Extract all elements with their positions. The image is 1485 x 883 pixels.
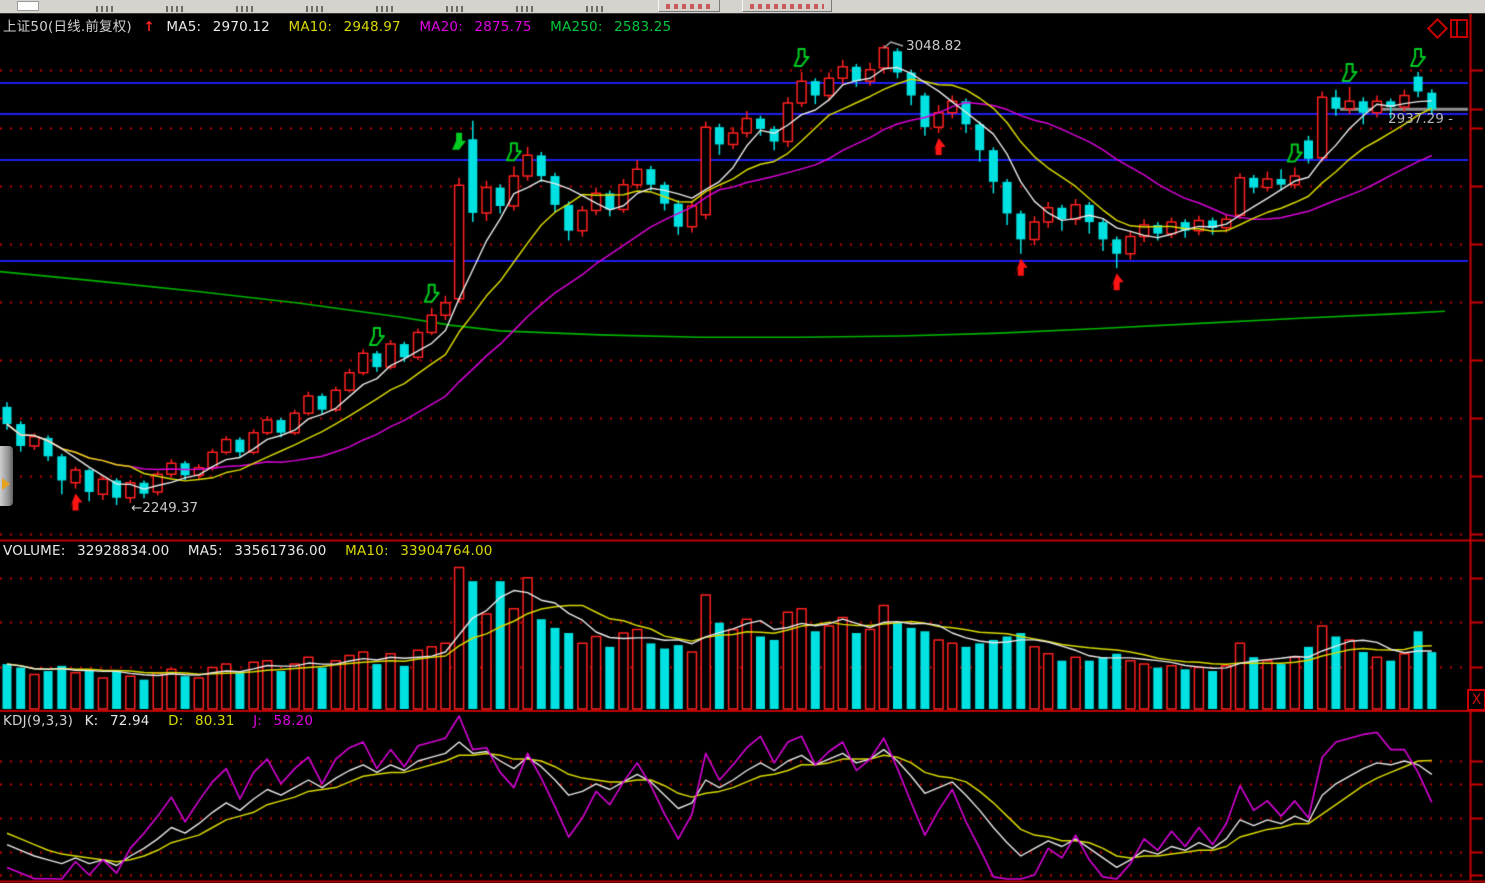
last-price-label: 2937.29 - xyxy=(1388,111,1453,127)
ma250-label: MA250: xyxy=(550,19,603,35)
kdj-pane-header: KDJ(9,3,3) K: 72.94 D: 80.31 J: 58.20 xyxy=(3,713,327,729)
vol-ma5-label: MA5: xyxy=(187,543,223,559)
volume-value: 32928834.00 xyxy=(76,543,170,559)
j-label: J: xyxy=(253,713,263,729)
k-value: 72.94 xyxy=(109,713,150,729)
vol-ma5-value: 33561736.00 xyxy=(234,543,327,559)
split-window-icon[interactable] xyxy=(1450,19,1468,38)
low-price-label: ←2249.37 xyxy=(131,500,199,516)
main-pane-header: 上证50(日线.前复权) ↑ MA5: 2970.12 MA10: 2948.9… xyxy=(3,15,685,35)
expand-arrow-icon xyxy=(2,478,10,490)
toolbar-button-1[interactable] xyxy=(658,0,720,12)
d-value: 80.31 xyxy=(194,713,235,729)
menu-items-cutoff[interactable] xyxy=(96,6,636,12)
ma10-label: MA10: xyxy=(288,19,333,35)
vol-ma10-value: 33904764.00 xyxy=(400,543,493,559)
volume-label: VOLUME: xyxy=(3,543,66,559)
ma250-value: 2583.25 xyxy=(614,19,672,35)
split-window-divider xyxy=(1456,21,1458,36)
high-price-label: 3048.82 xyxy=(906,38,962,54)
kdj-name: KDJ(9,3,3) xyxy=(3,713,74,729)
expand-panel-handle[interactable] xyxy=(0,446,13,506)
menu-edit-box[interactable] xyxy=(17,1,39,11)
ma10-value: 2948.97 xyxy=(343,19,401,35)
j-value: 58.20 xyxy=(273,713,314,729)
vol-ma10-label: MA10: xyxy=(345,543,389,559)
d-label: D: xyxy=(168,713,184,729)
ma5-label: MA5: xyxy=(166,19,202,35)
toolbar-button-2[interactable] xyxy=(742,0,832,12)
volume-pane-header: VOLUME: 32928834.00 MA5: 33561736.00 MA1… xyxy=(3,543,507,559)
ma20-label: MA20: xyxy=(419,19,463,35)
trend-up-arrow-icon: ↑ xyxy=(143,19,155,35)
ma20-value: 2875.75 xyxy=(474,19,532,35)
menu-bar[interactable] xyxy=(0,0,1485,14)
ma5-value: 2970.12 xyxy=(212,19,270,35)
k-label: K: xyxy=(84,713,99,729)
symbol-title: 上证50(日线.前复权) xyxy=(3,19,132,35)
indicator-close-button[interactable]: X xyxy=(1467,689,1485,711)
